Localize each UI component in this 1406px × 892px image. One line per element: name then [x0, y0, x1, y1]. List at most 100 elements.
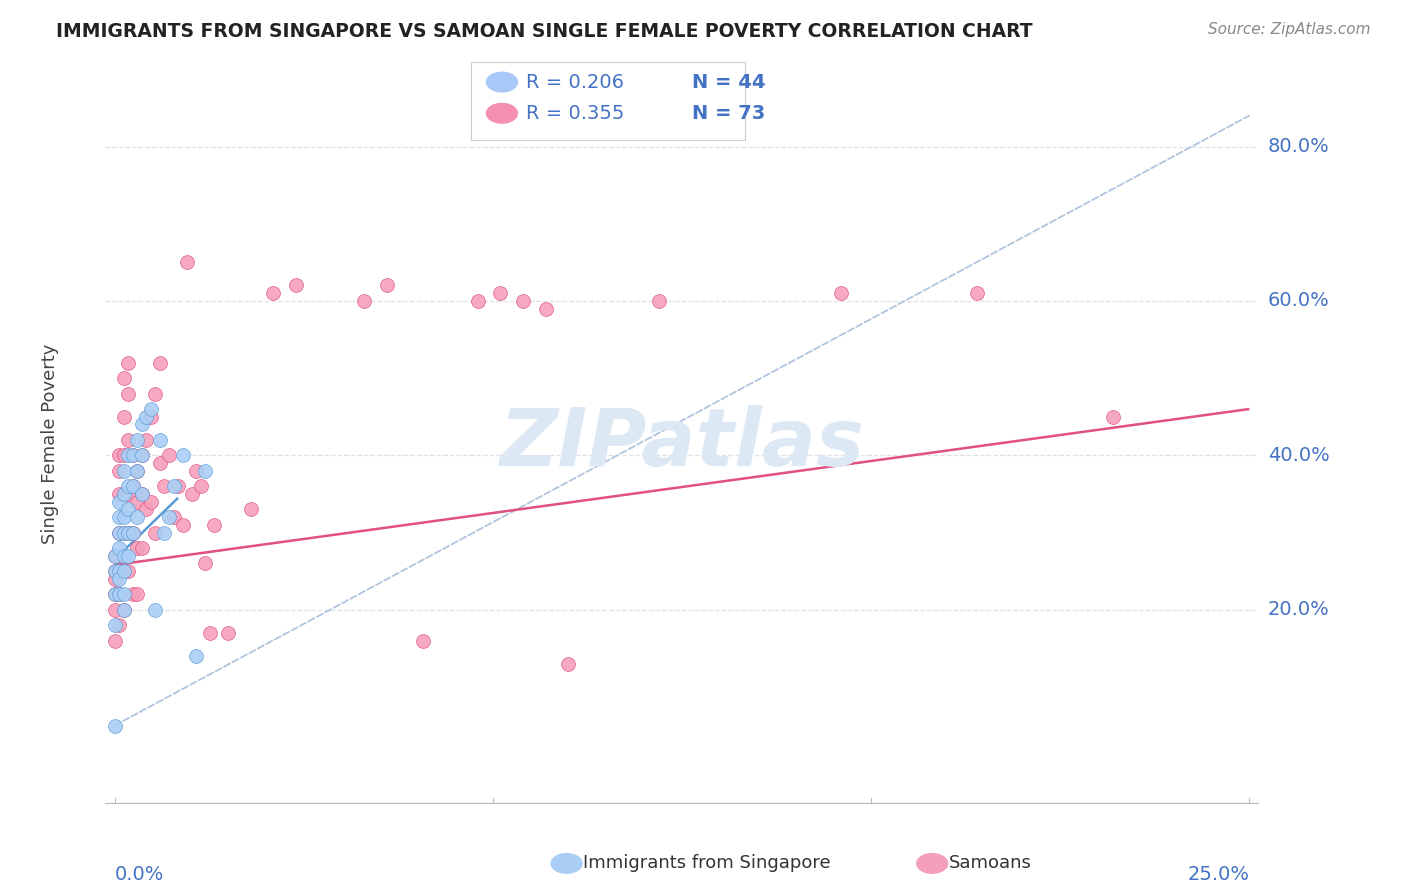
Point: [121, 587, 143, 601]
Point: [112, 525, 135, 540]
Point: [190, 479, 212, 493]
Point: [112, 603, 135, 617]
Text: N = 44: N = 44: [692, 72, 765, 92]
Point: [112, 409, 135, 424]
Point: [117, 564, 139, 578]
Point: [217, 626, 239, 640]
Point: [149, 456, 172, 470]
Point: [127, 510, 149, 524]
Text: IMMIGRANTS FROM SINGAPORE VS SAMOAN SINGLE FEMALE POVERTY CORRELATION CHART: IMMIGRANTS FROM SINGAPORE VS SAMOAN SING…: [56, 22, 1033, 41]
Text: ZIPatlas: ZIPatlas: [499, 405, 865, 483]
Point: [103, 603, 125, 617]
Point: [117, 448, 139, 462]
Point: [239, 502, 262, 516]
Point: [121, 448, 143, 462]
Point: [112, 510, 135, 524]
Text: R = 0.206: R = 0.206: [526, 72, 624, 92]
Point: [145, 603, 167, 617]
Point: [167, 479, 190, 493]
Text: 0.0%: 0.0%: [114, 864, 165, 884]
Point: [108, 487, 131, 501]
Point: [534, 301, 557, 316]
Point: [262, 286, 284, 301]
Point: [112, 487, 135, 501]
Point: [108, 541, 131, 555]
Point: [153, 479, 176, 493]
Point: [135, 409, 157, 424]
Point: [162, 510, 184, 524]
Point: [103, 587, 125, 601]
Point: [139, 494, 162, 508]
Point: [139, 402, 162, 417]
Text: 20.0%: 20.0%: [1268, 600, 1329, 619]
Point: [127, 541, 149, 555]
Text: 40.0%: 40.0%: [1268, 446, 1329, 465]
Point: [966, 286, 988, 301]
Point: [121, 525, 143, 540]
Point: [648, 293, 671, 308]
Point: [145, 525, 167, 540]
Point: [108, 618, 131, 632]
Point: [153, 525, 176, 540]
Point: [1102, 409, 1125, 424]
Point: [108, 525, 131, 540]
Point: [103, 564, 125, 578]
Point: [103, 718, 125, 732]
Point: [112, 487, 135, 501]
Point: [131, 417, 153, 432]
Point: [467, 293, 489, 308]
Point: [145, 386, 167, 401]
Point: [117, 479, 139, 493]
Point: [103, 572, 125, 586]
Point: [108, 564, 131, 578]
Point: [108, 587, 131, 601]
Point: [135, 433, 157, 447]
Point: [557, 657, 579, 671]
Point: [103, 549, 125, 563]
Point: [172, 448, 194, 462]
Point: [830, 286, 852, 301]
Point: [112, 525, 135, 540]
Point: [157, 448, 180, 462]
Point: [117, 386, 139, 401]
Point: [108, 564, 131, 578]
Point: [121, 525, 143, 540]
Point: [412, 633, 434, 648]
Point: [117, 487, 139, 501]
Point: [103, 633, 125, 648]
Point: [112, 371, 135, 385]
Point: [127, 464, 149, 478]
Point: [108, 510, 131, 524]
Point: [131, 448, 153, 462]
Point: [117, 525, 139, 540]
Point: [180, 487, 202, 501]
Text: Samoans: Samoans: [949, 855, 1032, 872]
Point: [202, 517, 225, 532]
Point: [198, 626, 221, 640]
Point: [103, 549, 125, 563]
Point: [131, 487, 153, 501]
Text: N = 73: N = 73: [692, 103, 765, 123]
Point: [131, 541, 153, 555]
Point: [108, 572, 131, 586]
Point: [112, 564, 135, 578]
Point: [139, 409, 162, 424]
Point: [127, 464, 149, 478]
Point: [131, 487, 153, 501]
Point: [135, 502, 157, 516]
Point: [112, 464, 135, 478]
Text: Immigrants from Singapore: Immigrants from Singapore: [583, 855, 831, 872]
Point: [108, 525, 131, 540]
Point: [375, 278, 398, 293]
Point: [162, 479, 184, 493]
Point: [121, 479, 143, 493]
Point: [117, 502, 139, 516]
Point: [103, 564, 125, 578]
Point: [285, 278, 308, 293]
Text: Source: ZipAtlas.com: Source: ZipAtlas.com: [1208, 22, 1371, 37]
Point: [108, 494, 131, 508]
Point: [117, 356, 139, 370]
Point: [117, 525, 139, 540]
Point: [127, 494, 149, 508]
Point: [353, 293, 375, 308]
